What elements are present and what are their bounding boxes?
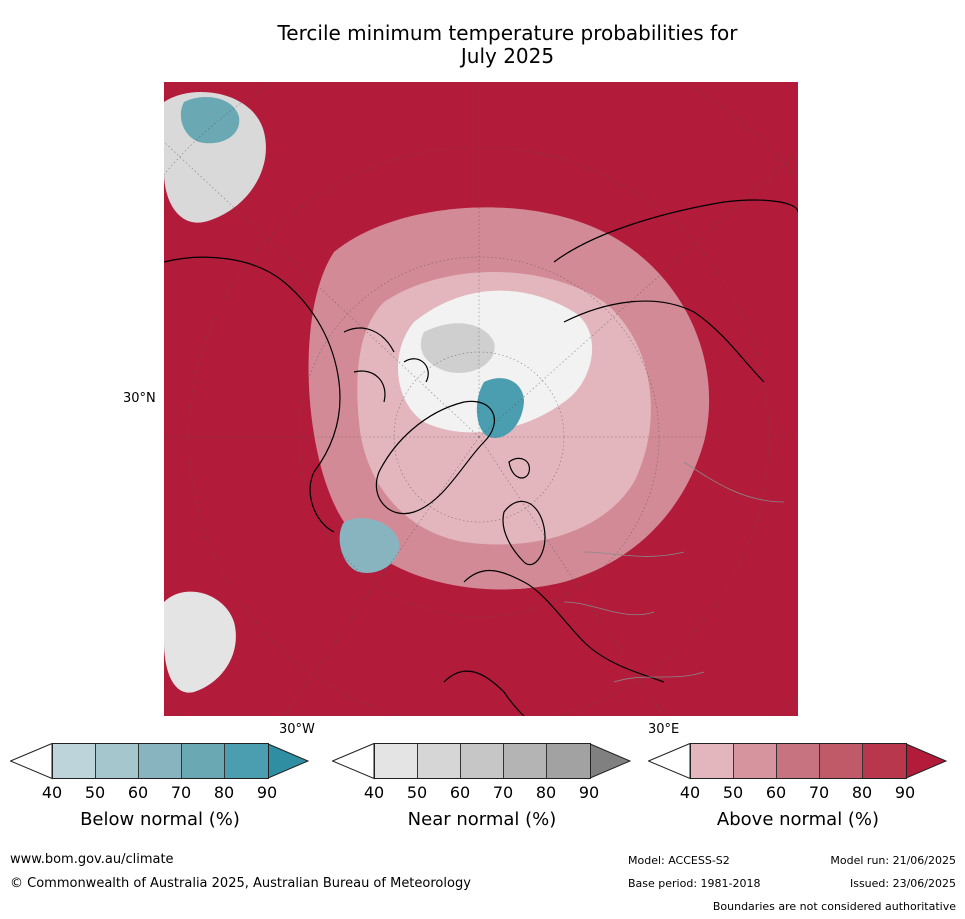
tick-90: 90: [256, 783, 278, 802]
below-normal-40-50: [53, 744, 96, 778]
tick-50: 50: [84, 783, 106, 802]
colorbar-near-normal-segments: [374, 743, 591, 779]
below-normal-region-pole: [476, 378, 524, 438]
near-normal-80-90: [547, 744, 590, 778]
svalbard-coast: [508, 457, 531, 479]
tick-70: 70: [808, 783, 830, 802]
tick-80: 80: [535, 783, 557, 802]
title-line-1: Tercile minimum temperature probabilitie…: [277, 21, 738, 45]
tick-90: 90: [894, 783, 916, 802]
footer-url[interactable]: www.bom.gov.au/climate: [10, 852, 174, 867]
near-normal-70-80: [504, 744, 547, 778]
lat-label-30n: 30°N: [123, 391, 156, 406]
above-normal-50-60: [734, 744, 777, 778]
tick-70: 70: [170, 783, 192, 802]
north-america-coast: [164, 256, 341, 533]
canadian-archipelago-coast: [343, 327, 429, 403]
probability-map[interactable]: [164, 82, 798, 716]
tick-80: 80: [851, 783, 873, 802]
footer-model: Model: ACCESS-S2: [628, 854, 730, 867]
near-normal-40-50: [375, 744, 418, 778]
scandinavia-coast: [502, 500, 546, 566]
tick-60: 60: [127, 783, 149, 802]
above-normal-70-80: [820, 744, 863, 778]
footer-disclaimer: Boundaries are not considered authoritat…: [712, 900, 956, 913]
tick-50: 50: [406, 783, 428, 802]
colorbar-below-normal-caption: Below normal (%): [80, 809, 240, 830]
lon-label-30w: 30°W: [279, 722, 315, 737]
near-normal-region-pacific: [164, 591, 236, 693]
tick-80: 80: [213, 783, 235, 802]
tick-40: 40: [363, 783, 385, 802]
colorbar-below-normal-caps: [10, 743, 310, 780]
greenland-coast: [375, 400, 495, 515]
below-normal-region-labrador: [339, 518, 400, 573]
colorbar-above-normal-segments: [690, 743, 907, 779]
near-normal-60-70: [461, 744, 504, 778]
lon-label-30e: 30°E: [648, 722, 680, 737]
below-normal-50-60: [96, 744, 139, 778]
coastlines: [164, 199, 798, 716]
colorbar-above-normal-caption: Above normal (%): [716, 809, 880, 830]
europe-coast: [443, 569, 665, 716]
title-line-2: July 2025: [460, 44, 555, 68]
above-normal-40-50: [691, 744, 734, 778]
above-normal-60-70: [777, 744, 820, 778]
below-normal-region-nw: [180, 97, 240, 144]
footer-base-period: Base period: 1981-2018: [628, 877, 761, 890]
below-normal-70-80: [182, 744, 225, 778]
tick-60: 60: [449, 783, 471, 802]
footer-copyright: © Commonwealth of Australia 2025, Austra…: [10, 876, 471, 891]
chart-title: Tercile minimum temperature probabilitie…: [0, 22, 965, 68]
near-normal-50-60: [418, 744, 461, 778]
tick-70: 70: [492, 783, 514, 802]
tick-40: 40: [679, 783, 701, 802]
below-normal-60-70: [139, 744, 182, 778]
above-normal-80-90: [863, 744, 906, 778]
footer-model-run: Model run: 21/06/2025: [830, 854, 956, 867]
eurasia-coast: [553, 199, 798, 383]
country-boundaries: [563, 461, 785, 683]
near-normal-grey-region: [420, 323, 495, 373]
graticule: [164, 82, 798, 716]
tick-40: 40: [41, 783, 63, 802]
tick-60: 60: [765, 783, 787, 802]
tick-50: 50: [722, 783, 744, 802]
colorbar-near-normal-caption: Near normal (%): [407, 809, 557, 830]
tick-90: 90: [578, 783, 600, 802]
colorbar-below-normal-segments: [52, 743, 269, 779]
map-layers: [164, 82, 798, 716]
below-normal-80-90: [225, 744, 268, 778]
footer-issued: Issued: 23/06/2025: [849, 877, 956, 890]
